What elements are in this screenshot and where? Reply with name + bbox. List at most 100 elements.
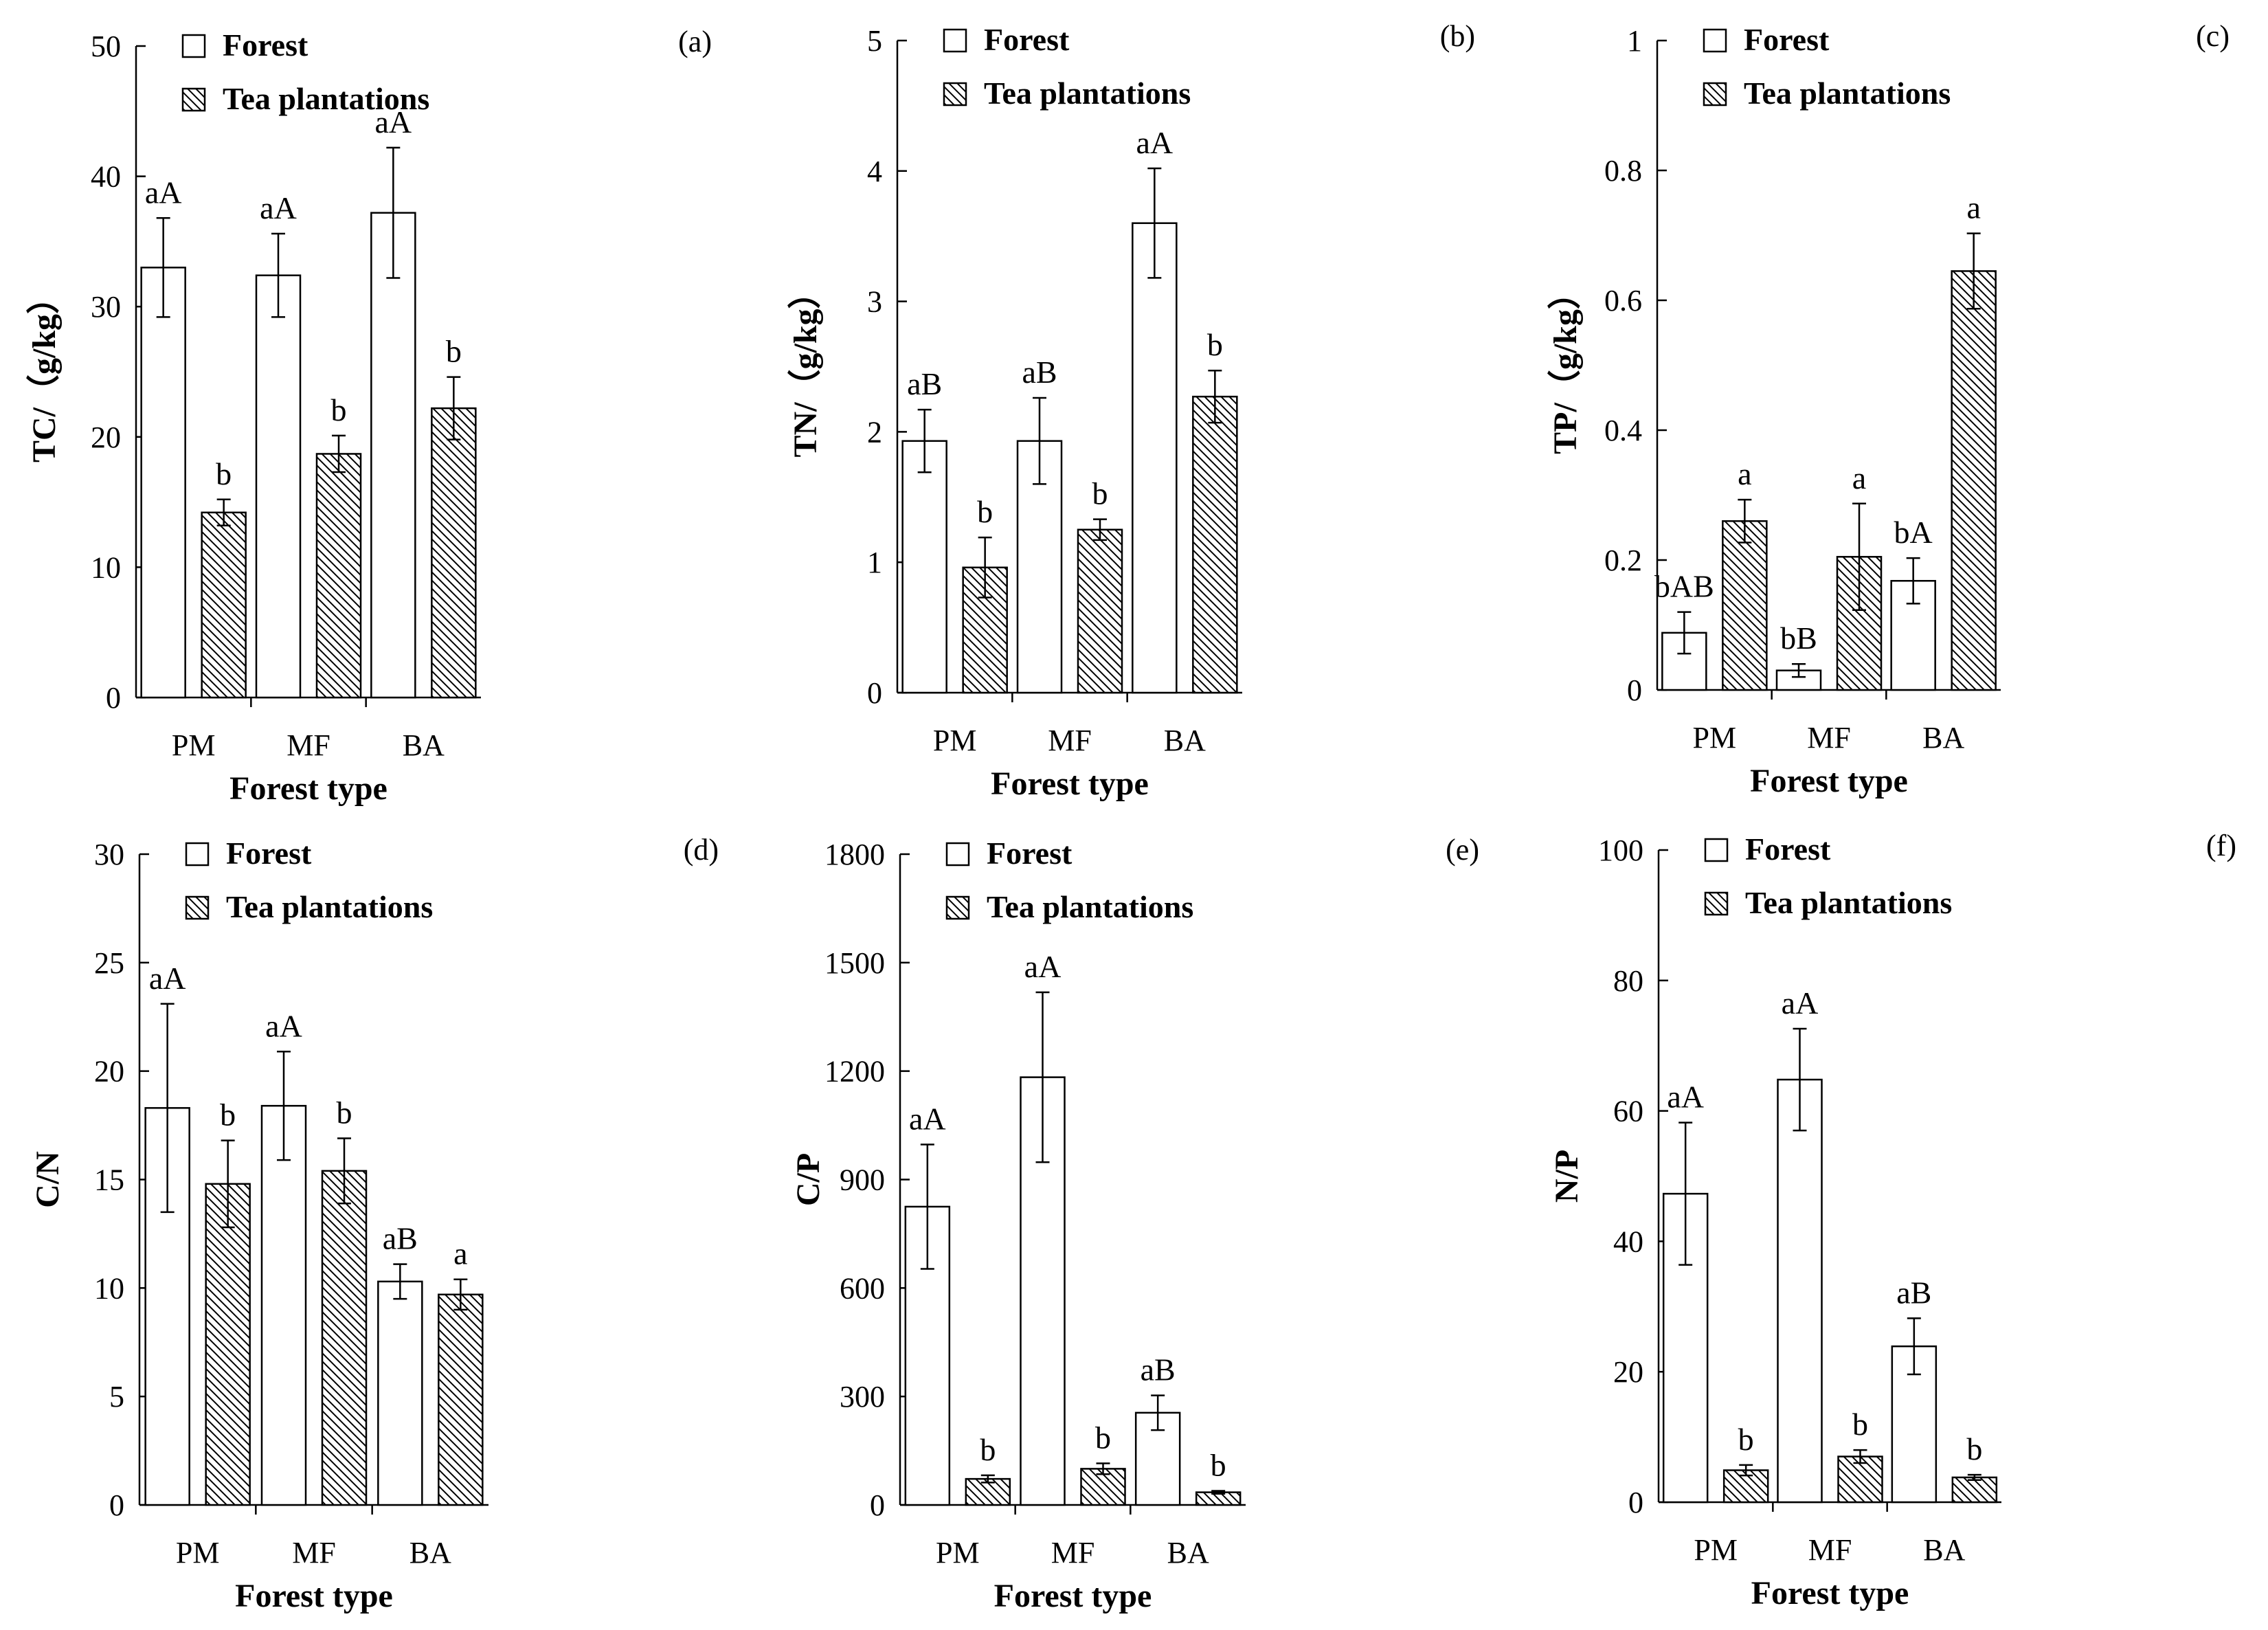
y-tick-label: 0.2 [1604, 544, 1642, 577]
bar-forest [1132, 222, 1178, 694]
y-tick-label: 0 [106, 681, 121, 715]
significance-label: bB [1780, 621, 1817, 656]
legend-label-tea: Tea plantations [1745, 885, 1952, 920]
x-axis-title: Forest type [994, 1578, 1152, 1614]
significance-label: b [446, 334, 462, 369]
bar-tea-plantations [431, 407, 477, 699]
x-axis-title: Forest type [1750, 763, 1908, 799]
significance-label: b [216, 456, 232, 491]
y-tick-label: 1 [1627, 24, 1642, 58]
x-axis-title: Forest type [235, 1578, 393, 1614]
significance-label: aA [1136, 125, 1174, 160]
bar-tea-plantations [1837, 1455, 1883, 1504]
y-tick-label: 0.4 [1604, 414, 1642, 447]
significance-label: b [331, 392, 347, 427]
legend-label-forest: Forest [223, 27, 308, 63]
panel-tag: (b) [1440, 19, 1475, 53]
y-tick-label: 50 [91, 30, 121, 63]
bar-tea-plantations [321, 1170, 368, 1506]
significance-label: bA [1894, 515, 1933, 550]
bar-tea-plantations [1192, 395, 1238, 694]
y-tick-label: 60 [1613, 1095, 1643, 1128]
bar-forest [140, 267, 186, 699]
x-tick-label: PM [936, 1536, 980, 1570]
y-tick-label: 20 [94, 1055, 124, 1088]
y-tick-label: 80 [1613, 964, 1643, 998]
x-tick-label: PM [172, 728, 216, 762]
y-tick-label: 0.6 [1604, 284, 1642, 317]
legend-label-forest: Forest [226, 836, 312, 871]
y-tick-label: 30 [91, 290, 121, 324]
x-tick-label: BA [1164, 724, 1206, 757]
x-axis-title: Forest type [991, 766, 1149, 802]
bar-forest [370, 212, 416, 699]
legend-label-tea: Tea plantations [226, 889, 433, 924]
significance-label: aB [383, 1221, 418, 1256]
x-tick-label: BA [403, 728, 445, 762]
y-tick-label: 100 [1598, 834, 1643, 867]
y-tick-label: 1800 [824, 838, 885, 871]
significance-label: aB [1022, 355, 1057, 390]
chart-panel-3: 0 0.2 0.4 0.6 0.8 1 PM MF BA Forest type TP/（g/kg）… [1547, 19, 2230, 799]
significance-label: aB [1896, 1275, 1931, 1310]
significance-label: b [337, 1095, 352, 1130]
x-tick-label: BA [409, 1536, 451, 1570]
y-axis-title: TP/（g/kg） [1547, 276, 1584, 454]
y-tick-label: 0.8 [1604, 154, 1642, 188]
significance-label: aA [265, 1008, 302, 1043]
y-tick-label: 0 [1628, 1486, 1643, 1519]
panel-tag: (f) [2206, 829, 2236, 862]
significance-label: b [220, 1097, 236, 1132]
y-axis-title: TN/（g/kg） [787, 276, 824, 457]
legend-swatch-forest [1704, 838, 1729, 862]
y-tick-label: 40 [1613, 1225, 1643, 1258]
bar-tea-plantations [1951, 270, 1997, 691]
y-tick-label: 0 [1627, 673, 1642, 707]
y-tick-label: 40 [91, 160, 121, 194]
chart-panel-5: 0 300 600 900 1200 1500 1800 PM MF BA Forest type C… [790, 833, 1479, 1614]
significance-label: b [1211, 1447, 1226, 1482]
x-tick-label: MF [1051, 1536, 1095, 1570]
x-tick-label: PM [176, 1536, 220, 1570]
y-tick-label: 900 [840, 1163, 885, 1197]
y-tick-label: 20 [1613, 1355, 1643, 1389]
x-axis-title: Forest type [229, 770, 388, 807]
significance-label: aA [145, 175, 182, 210]
bar-forest [255, 274, 302, 699]
significance-label: b [1966, 1431, 1982, 1466]
legend-label-forest: Forest [984, 22, 1070, 57]
significance-label: aB [1141, 1352, 1176, 1387]
bar-tea-plantations [1077, 528, 1123, 694]
x-tick-label: MF [287, 728, 330, 762]
bar-tea-plantations [315, 453, 362, 699]
y-tick-label: 2 [867, 415, 882, 449]
legend-swatch-tea [185, 895, 210, 920]
legend-swatch-forest [1703, 28, 1727, 53]
panel-tag: (e) [1446, 833, 1479, 867]
bar-forest [901, 440, 947, 694]
significance-label: a [1966, 190, 1980, 225]
y-tick-label: 30 [94, 838, 124, 871]
y-tick-label: 5 [867, 24, 882, 58]
y-axis-title: C/N [30, 1151, 66, 1208]
legend-label-forest: Forest [987, 836, 1073, 871]
bar-tea-plantations [205, 1183, 251, 1506]
legend-label-tea: Tea plantations [987, 889, 1193, 924]
bar-tea-plantations [1722, 520, 1768, 691]
panel-tag: (a) [678, 25, 712, 58]
y-axis-title: C/P [790, 1153, 827, 1206]
significance-label: b [980, 1432, 996, 1467]
significance-label: aA [260, 190, 297, 225]
bar-tea-plantations [201, 511, 247, 699]
bar-tea-plantations [1951, 1476, 1998, 1504]
x-tick-label: PM [1693, 721, 1737, 755]
x-tick-label: MF [1807, 721, 1851, 755]
legend-label-tea: Tea plantations [1744, 76, 1951, 111]
significance-label: aA [1782, 985, 1819, 1020]
chart-panel-6: 0 20 40 60 80 100 PM MF BA Forest type N/P (f) Fores… [1549, 829, 2236, 1611]
chart-panel-2: 0 1 2 3 4 5 PM MF BA Forest type TN/（g/kg） (b) Fores… [787, 19, 1475, 802]
x-tick-label: PM [1694, 1533, 1738, 1567]
panel-tag: (c) [2196, 19, 2230, 53]
y-tick-label: 10 [94, 1271, 124, 1305]
